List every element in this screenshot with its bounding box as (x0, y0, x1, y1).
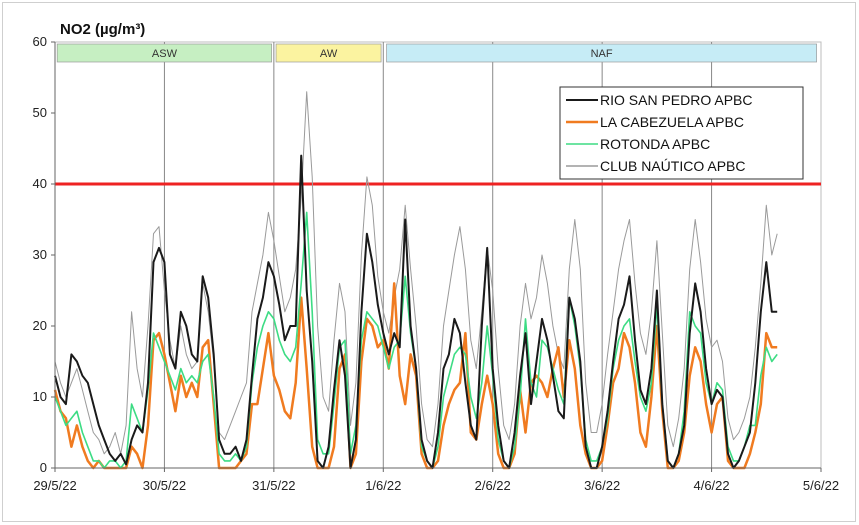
y-tick-label: 0 (40, 460, 47, 475)
y-tick-label: 60 (33, 34, 47, 49)
legend-label: ROTONDA APBC (600, 136, 710, 152)
y-tick-label: 50 (33, 105, 47, 120)
legend-label: CLUB NAÚTICO APBC (600, 158, 745, 174)
x-tick-label: 4/6/22 (693, 478, 729, 493)
series-lines (53, 91, 778, 470)
legend-label: LA CABEZUELA APBC (600, 114, 744, 130)
x-tick-label: 31/5/22 (252, 478, 295, 493)
y-tick-label: 30 (33, 247, 47, 262)
y-tick-label: 20 (33, 318, 47, 333)
period-band (275, 43, 382, 63)
series-line (54, 154, 778, 469)
x-tick-label: 5/6/22 (803, 478, 839, 493)
period-label: AW (320, 48, 338, 60)
x-tick-label: 2/6/22 (475, 478, 511, 493)
legend-box (559, 86, 804, 180)
period-label: NAF (591, 48, 613, 60)
x-tick-label: 30/5/22 (143, 478, 186, 493)
legend-label: RIO SAN PEDRO APBC (600, 92, 752, 108)
period-label: ASW (152, 48, 178, 60)
period-band (386, 43, 817, 63)
chart-title: NO2 (µg/m³) (60, 21, 145, 38)
x-tick-label: 29/5/22 (33, 478, 76, 493)
x-tick-label: 3/6/22 (584, 478, 620, 493)
period-band (56, 43, 273, 63)
period-bands: ASW AW NAF (56, 43, 817, 63)
y-tick-label: 10 (33, 389, 47, 404)
y-tick-label: 40 (33, 176, 47, 191)
axes: 0 10 20 30 40 50 60 29/5/22 30/5/22 31/5/22 1/6/22… (33, 34, 840, 493)
x-tick-label: 1/6/22 (365, 478, 401, 493)
legend: RIO SAN PEDRO APBC LA CABEZUELA APBC ROTON… (559, 86, 804, 180)
